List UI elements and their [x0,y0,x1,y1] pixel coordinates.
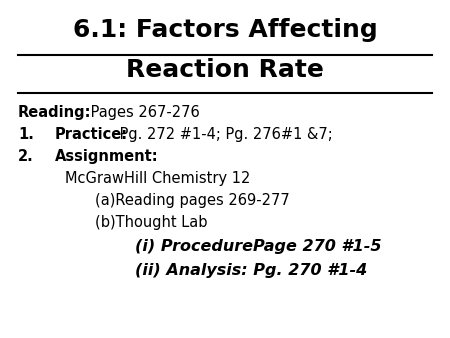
Text: (b)Thought Lab: (b)Thought Lab [95,215,207,230]
Text: (a)Reading pages 269-277: (a)Reading pages 269-277 [95,193,290,208]
Text: 6.1: Factors Affecting: 6.1: Factors Affecting [72,18,378,42]
Text: McGrawHill Chemistry 12: McGrawHill Chemistry 12 [65,171,250,186]
Text: Pages 267-276: Pages 267-276 [86,105,200,120]
Text: Pg. 272 #1-4; Pg. 276#1 &7;: Pg. 272 #1-4; Pg. 276#1 &7; [115,127,333,142]
Text: 2.: 2. [18,149,34,164]
Text: Practice:: Practice: [55,127,128,142]
Text: Reaction Rate: Reaction Rate [126,58,324,82]
Text: Reading:: Reading: [18,105,91,120]
Text: (ii) Analysis: Pg. 270 #1-4: (ii) Analysis: Pg. 270 #1-4 [135,263,367,278]
Text: 1.: 1. [18,127,34,142]
Text: Assignment:: Assignment: [55,149,158,164]
Text: (i) ProcedurePage 270 #1-5: (i) ProcedurePage 270 #1-5 [135,239,382,254]
